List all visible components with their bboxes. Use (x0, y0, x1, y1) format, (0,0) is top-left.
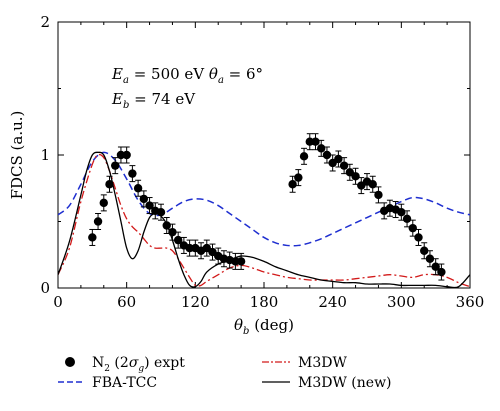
data-point (156, 207, 166, 217)
series-points (88, 133, 446, 281)
series-line-m3dw (58, 153, 470, 288)
data-point (122, 150, 131, 160)
x-tick-label: 180 (250, 293, 279, 311)
series-line-m3dw-new (58, 151, 470, 288)
data-point (236, 257, 246, 266)
data-point (145, 201, 154, 210)
data-point (339, 161, 349, 170)
x-axis-title: θb (deg) (234, 316, 294, 337)
data-point (128, 169, 137, 178)
x-tick-label: 360 (456, 293, 485, 311)
data-point (437, 267, 446, 277)
data-point (317, 144, 326, 153)
data-point (368, 180, 377, 189)
data-point (288, 180, 297, 189)
data-point (408, 223, 417, 233)
legend-label-m3dw-new: M3DW (new) (298, 375, 392, 391)
data-point (93, 217, 103, 226)
x-tick-label: 120 (181, 293, 210, 311)
y-tick-label: 1 (40, 146, 50, 164)
data-point (322, 150, 332, 160)
legend-item-m3dw-new: M3DW (new) (262, 375, 392, 391)
legend-item-fba-tcc: FBA-TCC (58, 375, 157, 391)
data-point (425, 254, 435, 263)
data-point (311, 137, 320, 146)
data-point (105, 180, 114, 189)
y-tick-label: 2 (40, 13, 50, 31)
data-point (299, 152, 309, 161)
data-point (88, 233, 97, 242)
legend-label-m3dw: M3DW (298, 355, 347, 371)
data-point (397, 207, 406, 217)
legend-swatch-expt (65, 357, 75, 367)
data-point (133, 184, 143, 193)
data-point (162, 221, 171, 230)
data-point (168, 227, 177, 237)
data-point (334, 154, 343, 164)
axis-ticks: 0 60 120 180 240 300 360 0 1 2 (40, 13, 484, 311)
x-tick-label: 60 (117, 293, 136, 311)
data-point (374, 190, 383, 200)
x-tick-label: 300 (387, 293, 416, 311)
x-tick-label: 240 (318, 293, 347, 311)
data-point (402, 214, 412, 224)
legend: N2 (2σg) expt FBA-TCC M3DW M3DW (new) (58, 355, 392, 391)
legend-label-expt: N2 (2σg) expt (92, 355, 185, 374)
data-point (431, 262, 440, 271)
legend-item-expt: N2 (2σg) expt (65, 355, 185, 374)
y-axis-title: FDCS (a.u.) (8, 111, 26, 200)
annotation-energy-a: Ea = 500 eV θa = 6° (111, 65, 263, 86)
legend-label-fba-tcc: FBA-TCC (92, 375, 157, 391)
series-line-fba-tcc (58, 151, 470, 247)
data-point (351, 172, 360, 181)
data-point (139, 194, 149, 204)
data-point (111, 161, 120, 170)
annotation-energy-b: Eb = 74 eV (111, 90, 196, 111)
series-lines (58, 151, 470, 288)
data-point (420, 246, 429, 255)
y-tick-label: 0 (40, 279, 50, 297)
legend-item-m3dw: M3DW (262, 355, 347, 371)
data-point (99, 198, 108, 208)
data-point (294, 173, 303, 182)
x-tick-label: 0 (53, 293, 63, 311)
data-point (173, 235, 183, 245)
data-point (414, 233, 423, 242)
